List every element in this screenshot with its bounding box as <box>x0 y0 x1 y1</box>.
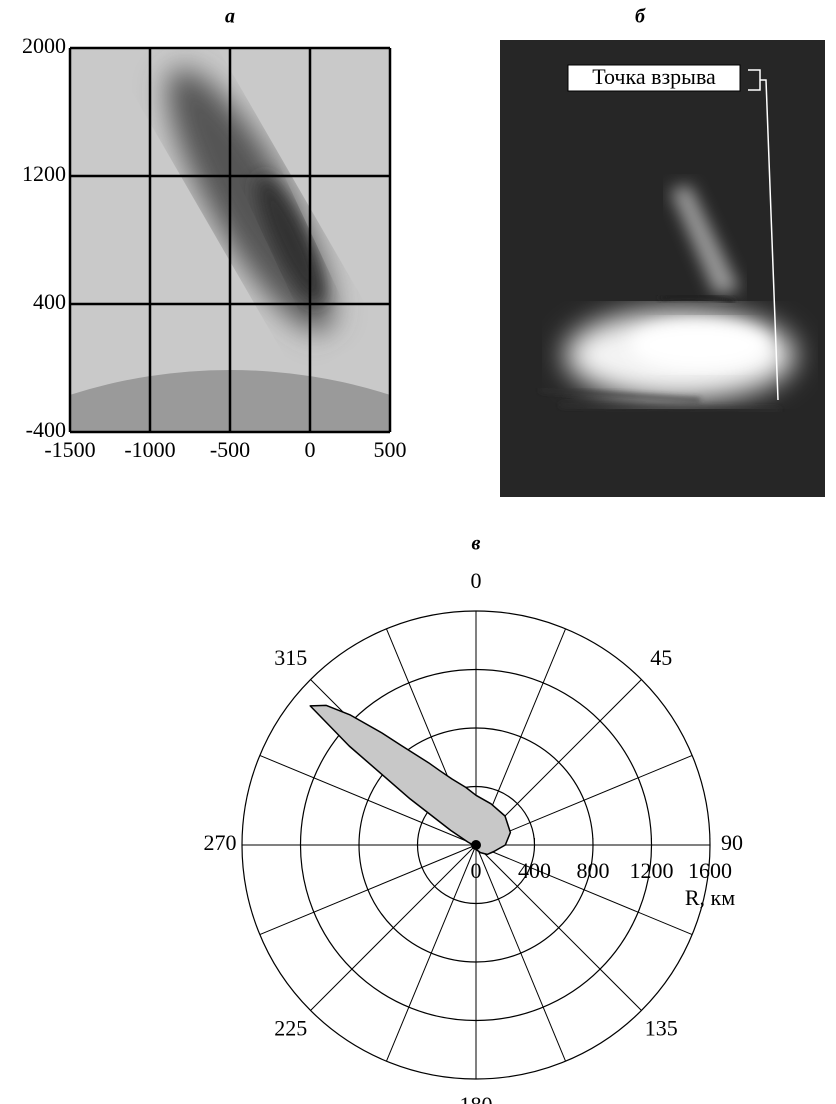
y-tick-label: 400 <box>33 289 66 314</box>
x-tick-label: 0 <box>305 437 316 462</box>
angle-label: 135 <box>645 1015 678 1040</box>
angle-label: 90 <box>721 830 743 855</box>
annotation: Точка взрыва <box>592 64 716 89</box>
r-tick-label: 1200 <box>630 858 674 883</box>
r-axis-label: R, км <box>685 885 735 910</box>
r-tick-label: 800 <box>577 858 610 883</box>
r-tick-label: 1600 <box>688 858 732 883</box>
angle-label: 45 <box>650 645 672 670</box>
angle-label: 270 <box>204 830 237 855</box>
panel-title: а <box>225 6 235 28</box>
r-tick-label: 0 <box>471 858 482 883</box>
annotation-box <box>567 64 741 92</box>
r-tick-label: 400 <box>518 858 551 883</box>
x-tick-label: 500 <box>374 437 407 462</box>
annotation-line <box>748 69 779 401</box>
panel-title: в <box>472 533 481 555</box>
y-tick-label: 2000 <box>22 33 66 58</box>
angle-label: 315 <box>274 645 307 670</box>
y-tick-label: 1200 <box>22 161 66 186</box>
photo <box>500 40 825 497</box>
x-tick-label: -1500 <box>44 437 95 462</box>
y-tick-label: -400 <box>26 417 66 442</box>
x-tick-label: -1000 <box>124 437 175 462</box>
angle-label: 0 <box>471 568 482 593</box>
origin <box>471 840 481 850</box>
lobe <box>309 704 512 856</box>
x-tick-label: -500 <box>210 437 250 462</box>
panel-title: б <box>635 6 646 28</box>
angle-label: 225 <box>274 1015 307 1040</box>
angle-label: 180 <box>460 1092 493 1104</box>
